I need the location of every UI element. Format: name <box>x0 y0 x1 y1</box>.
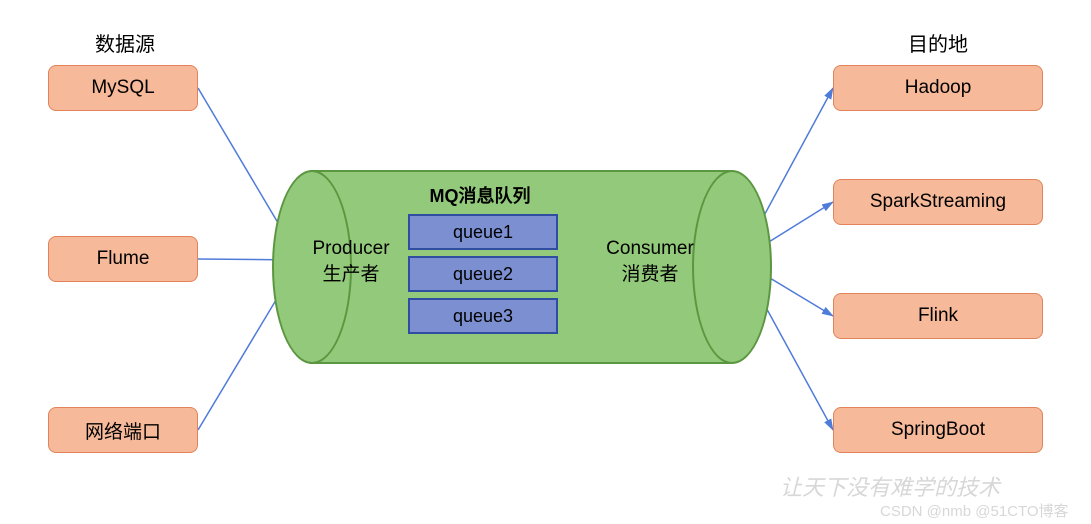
source-flume: Flume <box>48 236 198 282</box>
source-netport-label: 网络端口 <box>85 417 161 444</box>
producer-en: Producer <box>312 238 389 259</box>
header-source: 数据源 <box>75 28 175 57</box>
queue-q1: queue1 <box>408 214 558 250</box>
dest-hadoop-label: Hadoop <box>905 77 972 99</box>
source-mysql: MySQL <box>48 65 198 111</box>
dest-hadoop: Hadoop <box>833 65 1043 111</box>
consumer-label: Consumer 消费者 <box>590 236 710 287</box>
dest-spark-label: SparkStreaming <box>870 191 1006 213</box>
dest-flink-label: Flink <box>918 305 958 327</box>
dest-spark: SparkStreaming <box>833 179 1043 225</box>
watermark-credit-text: CSDN @nmb @51CTO博客 <box>880 503 1069 520</box>
queue-q2-label: queue2 <box>453 264 513 285</box>
dest-spring: SpringBoot <box>833 407 1043 453</box>
header-dest: 目的地 <box>888 28 988 57</box>
consumer-zh: 消费者 <box>621 264 678 285</box>
consumer-en: Consumer <box>606 238 694 259</box>
dest-flink: Flink <box>833 293 1043 339</box>
queue-q2: queue2 <box>408 256 558 292</box>
watermark-slogan-text: 让天下没有难学的技术 <box>780 475 1000 500</box>
queue-q3: queue3 <box>408 298 558 334</box>
queue-q3-label: queue3 <box>453 306 513 327</box>
header-source-text: 数据源 <box>95 34 155 56</box>
source-netport: 网络端口 <box>48 407 198 453</box>
header-dest-text: 目的地 <box>908 34 968 56</box>
producer-label: Producer 生产者 <box>296 236 406 287</box>
source-flume-label: Flume <box>97 248 150 270</box>
source-mysql-label: MySQL <box>91 77 154 99</box>
producer-zh: 生产者 <box>322 264 379 285</box>
watermark-slogan: 让天下没有难学的技术 <box>780 470 1000 502</box>
mq-title-text: MQ消息队列 <box>430 186 531 206</box>
dest-spring-label: SpringBoot <box>891 419 985 441</box>
watermark-credit: CSDN @nmb @51CTO博客 <box>880 500 1069 521</box>
queue-q1-label: queue1 <box>453 222 513 243</box>
mq-title: MQ消息队列 <box>400 182 560 208</box>
